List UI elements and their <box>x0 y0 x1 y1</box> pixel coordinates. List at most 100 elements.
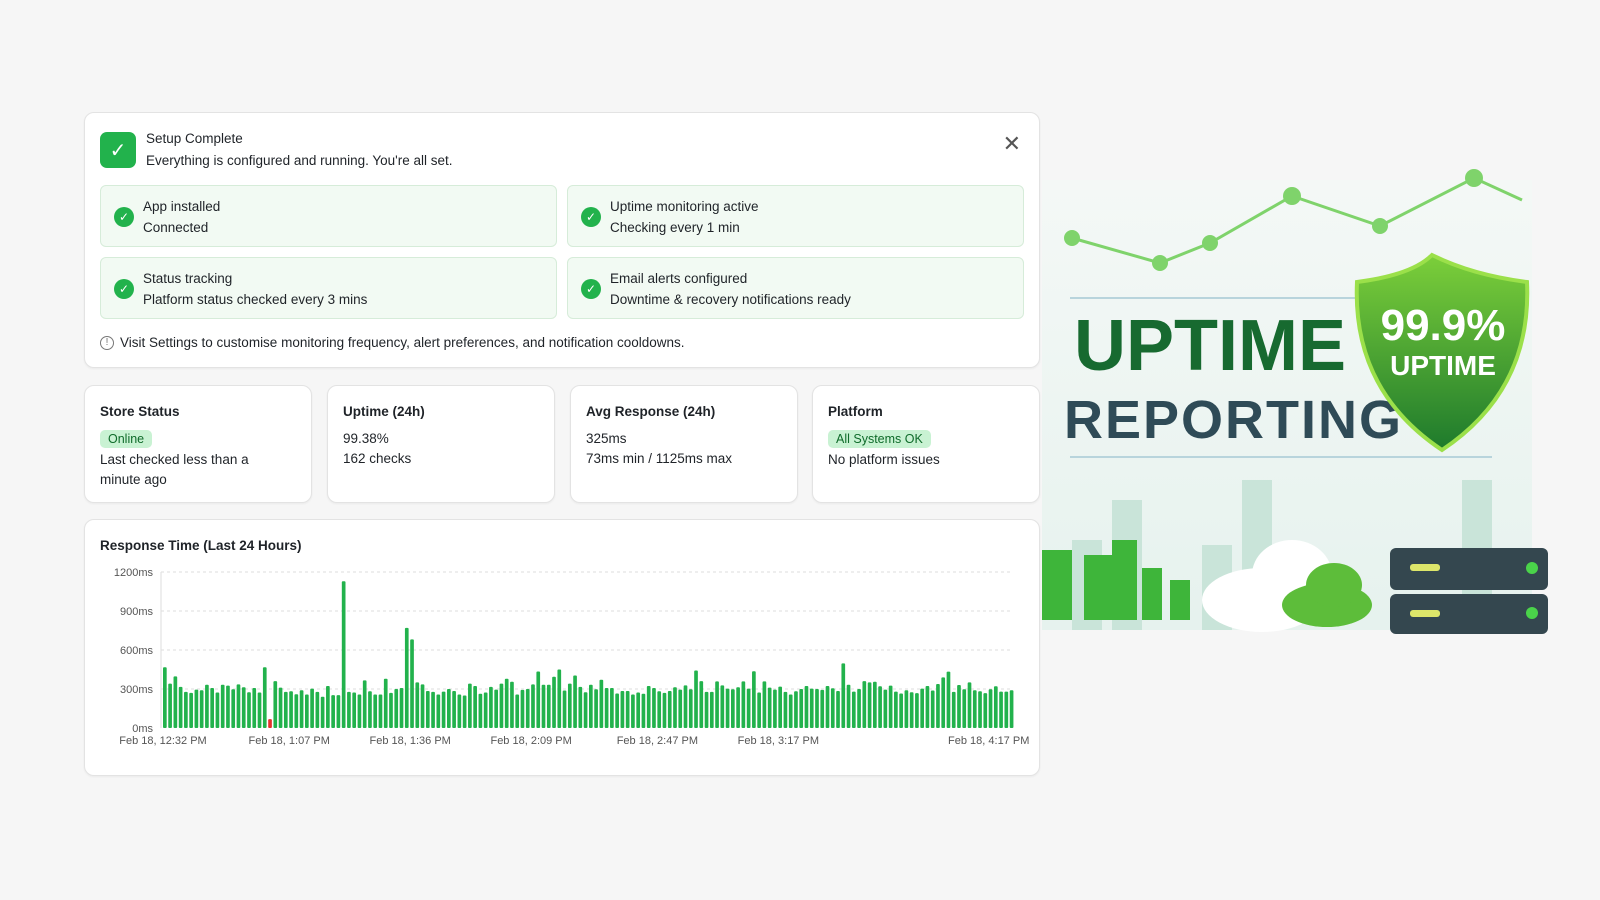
item-detail: Checking every 1 min <box>610 220 740 235</box>
bar <box>951 691 956 728</box>
x-tick-label: Feb 18, 2:09 PM <box>490 735 571 747</box>
bar <box>752 671 756 728</box>
bar <box>941 677 946 728</box>
bar <box>425 690 430 728</box>
bar <box>688 689 693 728</box>
bar <box>473 686 477 728</box>
bar <box>857 689 861 728</box>
note-text: Visit Settings to customise monitoring f… <box>120 335 685 350</box>
bar <box>683 685 688 728</box>
bar <box>168 683 172 728</box>
bar <box>667 690 672 728</box>
bar <box>873 681 877 728</box>
bar <box>694 670 698 728</box>
bar <box>420 684 425 728</box>
setup-item-status-tracking: ✓ Status tracking Platform status checked … <box>100 257 557 319</box>
y-tick-label: 600ms <box>120 645 154 657</box>
bar <box>515 694 520 728</box>
bar <box>678 689 683 728</box>
item-label: App installed <box>143 199 221 214</box>
bar <box>504 678 509 728</box>
bar <box>457 694 462 728</box>
check-icon: ✓ <box>100 132 136 168</box>
bar <box>930 690 935 728</box>
bar <box>1004 691 1009 728</box>
bar <box>731 689 735 728</box>
bar <box>362 680 367 728</box>
bar <box>273 681 278 728</box>
bar <box>894 691 898 728</box>
bar <box>205 684 209 728</box>
bar <box>573 675 577 728</box>
bar <box>794 691 798 728</box>
bar <box>331 695 335 728</box>
bar <box>746 688 751 728</box>
bar <box>415 682 420 728</box>
card-title: Avg Response (24h) <box>586 404 716 419</box>
bar <box>851 691 856 728</box>
bar <box>915 693 919 728</box>
status-badge: Online <box>100 430 153 448</box>
avg-response-card: Avg Response (24h) 325ms 73ms min / 1125… <box>570 385 798 503</box>
bar <box>846 684 851 728</box>
bar <box>452 690 456 728</box>
bar <box>636 692 641 728</box>
bar <box>904 690 909 728</box>
card-title: Uptime (24h) <box>343 404 425 419</box>
bar <box>741 681 746 728</box>
bar <box>247 692 251 728</box>
bar <box>799 689 804 728</box>
bar <box>336 695 341 728</box>
bar <box>236 684 241 728</box>
bar <box>641 693 646 728</box>
item-detail: Connected <box>143 220 209 235</box>
bar <box>899 693 903 728</box>
item-detail: Platform status checked every 3 mins <box>143 292 368 307</box>
bar <box>993 686 998 728</box>
bar <box>215 692 220 728</box>
banner-subtitle: Everything is configured and running. Yo… <box>146 153 453 168</box>
bar <box>883 689 888 728</box>
bar <box>957 684 961 728</box>
bar <box>289 691 293 728</box>
bar <box>499 683 504 728</box>
bar <box>820 689 825 728</box>
bar <box>178 686 183 728</box>
bar <box>610 687 614 728</box>
bar <box>373 694 378 728</box>
bar <box>320 696 325 728</box>
setup-item-uptime-monitoring: ✓ Uptime monitoring active Checking every … <box>567 185 1024 247</box>
shield-value: 99.9% <box>1381 301 1506 350</box>
bar <box>541 684 546 728</box>
bar <box>410 639 414 728</box>
y-tick-label: 900ms <box>120 606 154 618</box>
uptime-card: Uptime (24h) 99.38% 162 checks <box>327 385 555 503</box>
bar <box>583 692 588 728</box>
bar <box>720 685 725 728</box>
bar <box>878 686 882 728</box>
bar <box>368 691 372 728</box>
setup-item-app-installed: ✓ App installed Connected <box>100 185 557 247</box>
bar <box>762 681 767 728</box>
bar <box>836 690 840 728</box>
shield-icon <box>1354 252 1530 453</box>
bar <box>536 671 541 728</box>
close-icon[interactable]: ✕ <box>1002 131 1021 156</box>
store-status-card: Store Status Online Last checked less th… <box>84 385 312 503</box>
bar <box>604 687 609 728</box>
bar <box>599 679 604 728</box>
bar <box>988 689 993 728</box>
bar <box>531 684 535 728</box>
bar <box>546 684 551 728</box>
bar <box>441 691 446 728</box>
bar <box>725 688 730 728</box>
bar <box>925 686 930 728</box>
bar <box>909 692 914 728</box>
chart-canvas: 0ms 300ms 600ms 900ms 1200ms Feb 18, 12:32 PM… <box>114 567 1030 747</box>
bar <box>999 691 1003 728</box>
status-badge: All Systems OK <box>828 430 931 448</box>
bar <box>757 692 761 728</box>
card-detail: Last checked less than a minute ago <box>100 452 249 487</box>
bar <box>305 694 309 728</box>
bar <box>462 695 467 728</box>
